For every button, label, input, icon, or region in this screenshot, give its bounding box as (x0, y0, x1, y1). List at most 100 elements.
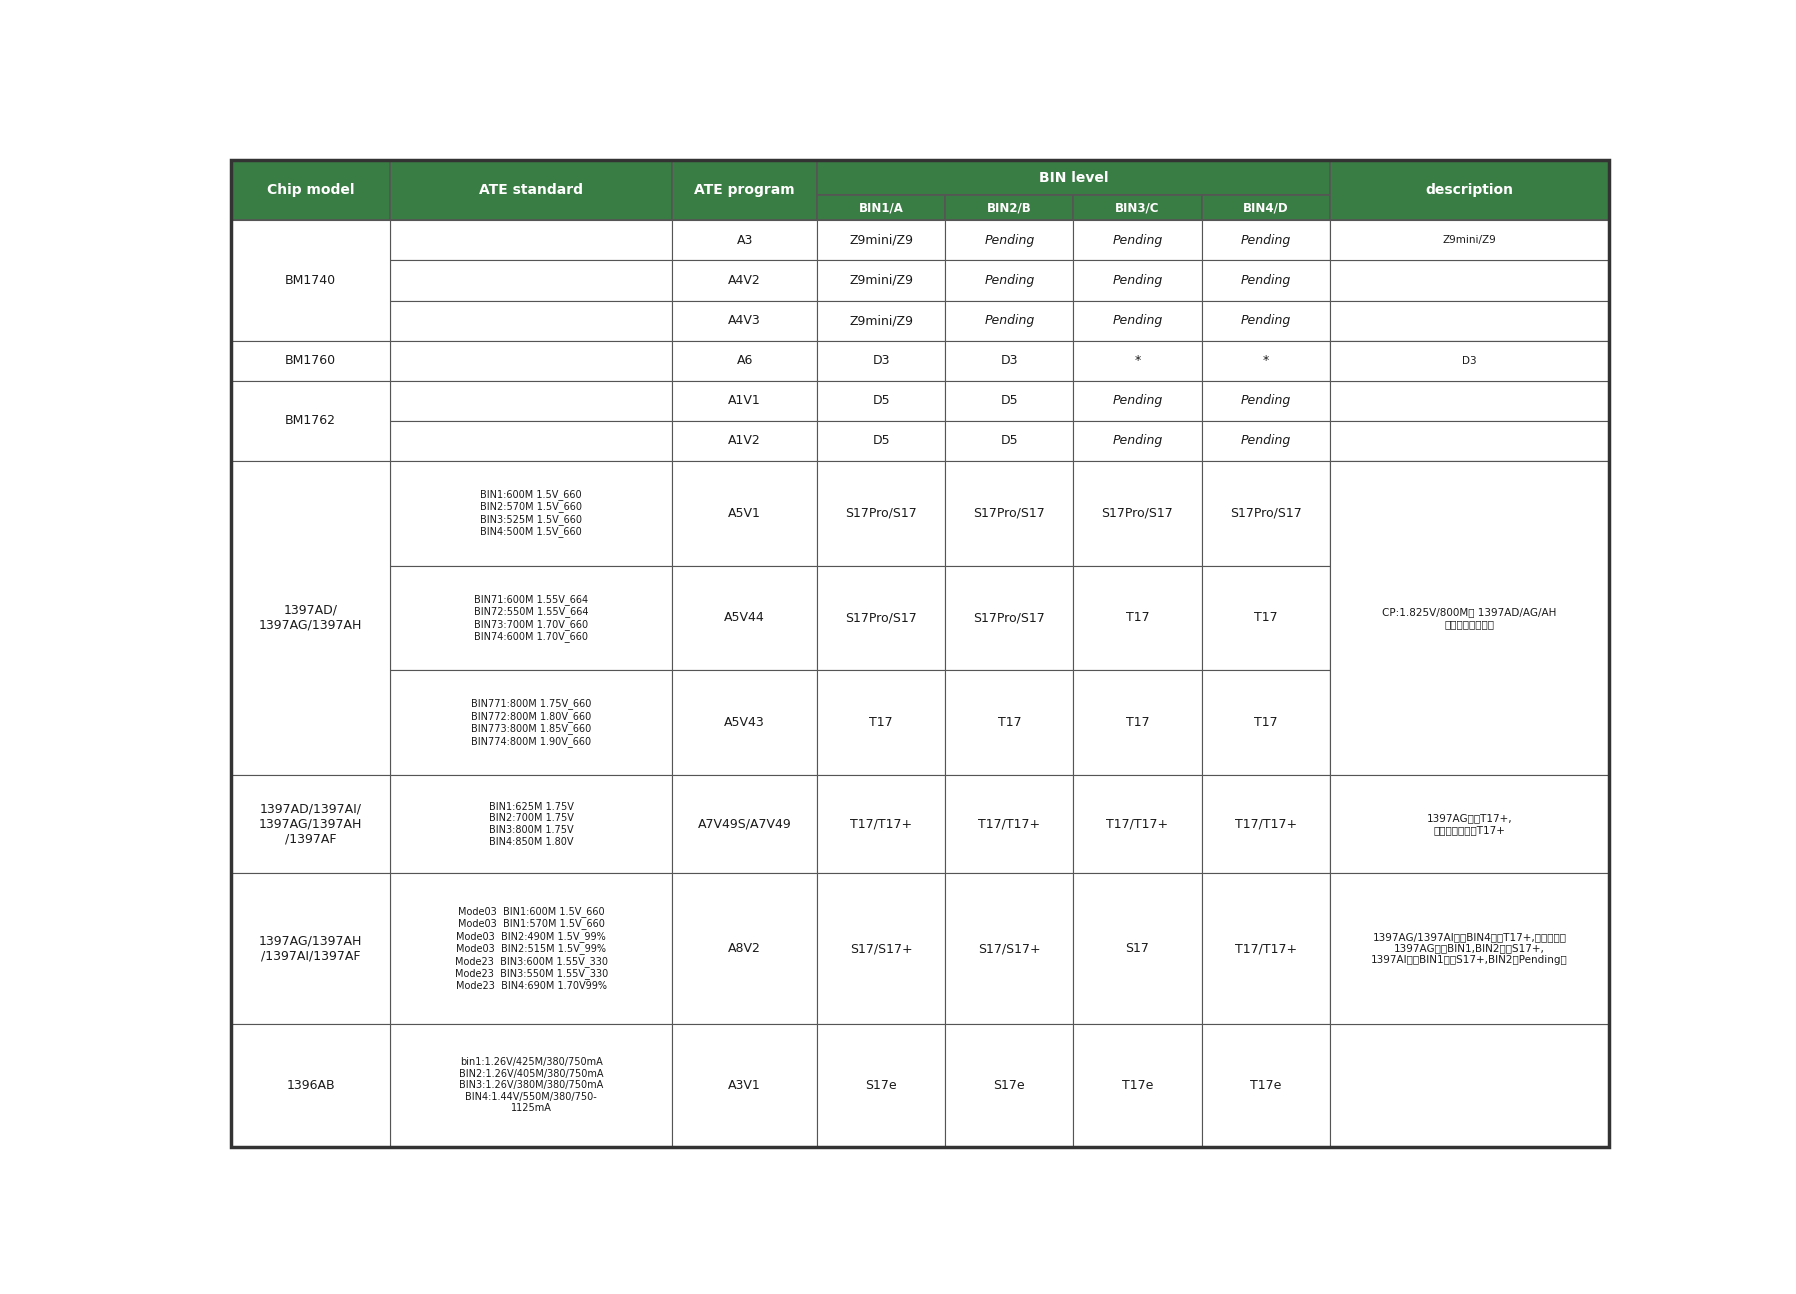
Text: Pending: Pending (1112, 274, 1162, 287)
Text: BIN level: BIN level (1038, 171, 1108, 185)
Bar (1329, 670, 1609, 775)
Text: BIN2/B: BIN2/B (988, 201, 1031, 214)
Bar (1074, 421, 1202, 461)
Bar (1202, 340, 1329, 380)
Text: 1397AG/1397AI芯片BIN4导入T17+,其它未导入
1397AG芯片BIN1,BIN2导入S17+,
1397AI芯片BIN1导入S17+,BIN2: 1397AG/1397AI芯片BIN4导入T17+,其它未导入 1397AG芯片… (1370, 932, 1568, 965)
Bar (390, 461, 672, 565)
Text: Pending: Pending (984, 314, 1034, 327)
Bar (672, 873, 817, 1024)
Bar (945, 873, 1074, 1024)
Bar (672, 1024, 817, 1146)
Text: Z9mini/Z9: Z9mini/Z9 (850, 234, 912, 247)
Bar (817, 340, 945, 380)
Bar (945, 461, 1074, 565)
Text: BIN3/C: BIN3/C (1115, 201, 1160, 214)
Text: T17/T17+: T17/T17+ (979, 818, 1040, 831)
Bar (945, 565, 1074, 670)
Bar (1074, 775, 1202, 873)
Bar (1202, 300, 1329, 340)
Bar (1202, 220, 1329, 260)
Text: Pending: Pending (1241, 314, 1291, 327)
Bar (1074, 670, 1202, 775)
Text: BIN1:625M 1.75V
BIN2:700M 1.75V
BIN3:800M 1.75V
BIN4:850M 1.80V: BIN1:625M 1.75V BIN2:700M 1.75V BIN3:800… (489, 802, 573, 846)
Bar (817, 421, 945, 461)
Text: BIN1:600M 1.5V_660
BIN2:570M 1.5V_660
BIN3:525M 1.5V_660
BIN4:500M 1.5V_660: BIN1:600M 1.5V_660 BIN2:570M 1.5V_660 BI… (480, 489, 582, 537)
Bar (672, 421, 817, 461)
Bar (817, 195, 945, 220)
Bar (1329, 220, 1609, 260)
Bar (1074, 195, 1202, 220)
Bar (1329, 461, 1609, 565)
Text: ATE program: ATE program (695, 184, 796, 197)
Bar (945, 260, 1074, 300)
Bar (232, 220, 390, 340)
Text: Pending: Pending (1241, 234, 1291, 247)
Bar (390, 220, 672, 260)
Bar (945, 421, 1074, 461)
Bar (1329, 220, 1609, 260)
Bar (232, 380, 390, 461)
Text: S17Pro/S17: S17Pro/S17 (973, 612, 1045, 625)
Bar (1202, 461, 1329, 565)
Bar (1202, 380, 1329, 421)
Bar (945, 220, 1074, 260)
Text: 1397AG/1397AH
/1397AI/1397AF: 1397AG/1397AH /1397AI/1397AF (259, 934, 363, 963)
Text: BIN71:600M 1.55V_664
BIN72:550M 1.55V_664
BIN73:700M 1.70V_660
BIN74:600M 1.70V_: BIN71:600M 1.55V_664 BIN72:550M 1.55V_66… (474, 594, 589, 642)
Text: Pending: Pending (1112, 234, 1162, 247)
Text: punuo: punuo (699, 673, 1142, 793)
Bar (945, 300, 1074, 340)
Bar (817, 300, 945, 340)
Text: Pending: Pending (1241, 395, 1291, 408)
Text: *: * (1135, 355, 1140, 367)
Text: 1397AD/
1397AG/1397AH: 1397AD/ 1397AG/1397AH (259, 604, 363, 631)
Bar (817, 670, 945, 775)
Bar (390, 775, 672, 873)
Bar (945, 775, 1074, 873)
Bar (390, 565, 672, 670)
Bar (817, 260, 945, 300)
Bar (817, 775, 945, 873)
Bar (945, 340, 1074, 380)
Text: S17Pro/S17: S17Pro/S17 (973, 507, 1045, 520)
Text: T17/T17+: T17/T17+ (1106, 818, 1169, 831)
Bar (1329, 340, 1609, 380)
Bar (1074, 873, 1202, 1024)
Text: S17/S17+: S17/S17+ (979, 942, 1040, 955)
Text: Pending: Pending (1112, 395, 1162, 408)
Text: A5V44: A5V44 (724, 612, 765, 625)
Text: ATE standard: ATE standard (480, 184, 584, 197)
Text: A4V3: A4V3 (729, 314, 762, 327)
Text: BIN771:800M 1.75V_660
BIN772:800M 1.80V_660
BIN773:800M 1.85V_660
BIN774:800M 1.: BIN771:800M 1.75V_660 BIN772:800M 1.80V_… (471, 699, 591, 747)
Bar (1329, 380, 1609, 421)
Text: T17e: T17e (1250, 1079, 1281, 1092)
Text: Mode03  BIN1:600M 1.5V_660
Mode03  BIN1:570M 1.5V_660
Mode03  BIN2:490M 1.5V_99%: Mode03 BIN1:600M 1.5V_660 Mode03 BIN1:57… (454, 906, 607, 991)
Bar (232, 775, 390, 873)
Bar (1074, 260, 1202, 300)
Bar (1074, 1024, 1202, 1146)
Text: BM1740: BM1740 (286, 274, 336, 287)
Bar (1074, 300, 1202, 340)
Bar (1329, 160, 1609, 220)
Text: A7V49S/A7V49: A7V49S/A7V49 (699, 818, 792, 831)
Bar (1074, 340, 1202, 380)
Bar (232, 873, 390, 1024)
Text: Pending: Pending (984, 234, 1034, 247)
Text: Z9mini/Z9: Z9mini/Z9 (1442, 236, 1496, 246)
Bar (672, 300, 817, 340)
Bar (672, 380, 817, 421)
Text: S17e: S17e (866, 1079, 896, 1092)
Bar (1329, 565, 1609, 670)
Bar (1329, 300, 1609, 340)
Text: D5: D5 (873, 435, 891, 448)
Text: T17: T17 (869, 716, 893, 730)
Text: A5V1: A5V1 (729, 507, 762, 520)
Text: T17/T17+: T17/T17+ (1234, 942, 1297, 955)
Bar (672, 775, 817, 873)
Text: D3: D3 (873, 355, 891, 367)
Bar (390, 160, 672, 220)
Text: Pending: Pending (984, 274, 1034, 287)
Text: CP:1.825V/800M， 1397AD/AG/AH
不同型号不可混贴: CP:1.825V/800M， 1397AD/AG/AH 不同型号不可混贴 (1383, 607, 1557, 629)
Bar (1329, 873, 1609, 1024)
Bar (1202, 775, 1329, 873)
Text: S17Pro/S17: S17Pro/S17 (1230, 507, 1302, 520)
